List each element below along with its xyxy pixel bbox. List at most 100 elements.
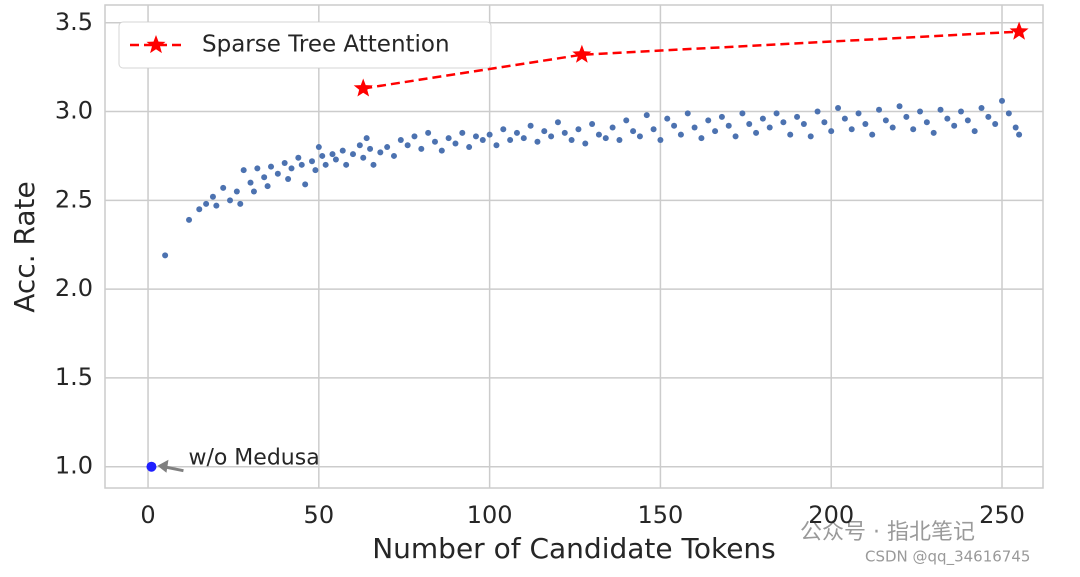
scatter-point [958, 108, 965, 115]
scatter-point [466, 144, 473, 151]
scatter-point [186, 216, 193, 223]
scatter-point [332, 156, 339, 163]
scatter-point [254, 165, 261, 172]
scatter-point [367, 145, 374, 152]
scatter-point [527, 122, 534, 129]
scatter-point [930, 129, 937, 136]
scatter-point [814, 108, 821, 115]
x-tick-label: 200 [808, 501, 854, 529]
scatter-point [472, 133, 479, 140]
scatter-point [684, 110, 691, 117]
scatter-point [438, 147, 445, 154]
scatter-point [876, 106, 883, 113]
scatter-point [595, 131, 602, 138]
scatter-point [650, 126, 657, 133]
scatter-point [903, 113, 910, 120]
scatter-point [377, 149, 384, 156]
x-tick-label: 0 [140, 501, 155, 529]
scatter-point [835, 104, 842, 111]
scatter-point [753, 129, 760, 136]
scatter-point [677, 131, 684, 138]
scatter-point [951, 122, 958, 129]
scatter-point [800, 120, 807, 127]
scatter-point [917, 108, 924, 115]
scatter-point [268, 163, 275, 170]
scatter-point [309, 158, 316, 165]
legend-marker [146, 35, 166, 54]
scatter-point [295, 154, 302, 161]
scatter-point [220, 184, 227, 191]
scatter-point [1012, 124, 1019, 131]
scatter-point [1005, 110, 1012, 117]
scatter-point [821, 119, 828, 126]
scatter-point [548, 133, 555, 140]
scatter-point [1016, 131, 1023, 138]
scatter-point [507, 136, 514, 143]
scatter-point [794, 113, 801, 120]
scatter-point [493, 142, 500, 149]
scatter-point [513, 129, 520, 136]
scatter-point [534, 138, 541, 145]
x-axis-label: Number of Candidate Tokens [372, 532, 776, 565]
plot-frame [104, 4, 1044, 489]
scatter-point [213, 202, 220, 209]
scatter-point [602, 135, 609, 142]
scatter-point [657, 136, 664, 143]
scatter-point [575, 126, 582, 133]
annotation-arrowhead [157, 459, 169, 473]
scatter-point [780, 119, 787, 126]
scatter-point [732, 133, 739, 140]
scatter-point [971, 128, 978, 135]
annotation-text: w/o Medusa [188, 446, 319, 471]
y-tick-label: 3.5 [55, 8, 93, 36]
scatter-point [261, 174, 268, 181]
scatter-point [384, 144, 391, 151]
watermark: CSDN @qq_34616745 [865, 548, 1030, 567]
scatter-point [698, 135, 705, 142]
scatter-point [247, 179, 254, 186]
scatter-point [944, 115, 951, 122]
scatter-point [725, 122, 732, 129]
scatter-point [237, 200, 244, 207]
scatter-point [520, 135, 527, 142]
scatter-point [739, 110, 746, 117]
y-tick-label: 1.0 [55, 452, 93, 480]
scatter-point [609, 124, 616, 131]
scatter-point [302, 181, 309, 188]
annotation-point [146, 461, 157, 472]
scatter-point [298, 161, 305, 168]
scatter-point [312, 167, 319, 174]
scatter-point [315, 144, 322, 151]
scatter-point [250, 188, 257, 195]
scatter-point [390, 152, 397, 159]
scatter-point [623, 117, 630, 124]
scatter-point [848, 126, 855, 133]
scatter-point [705, 117, 712, 124]
scatter-point [691, 124, 698, 131]
scatter-point [240, 167, 247, 174]
scatter-point [923, 119, 930, 126]
scatter-point [889, 124, 896, 131]
scatter-point [418, 145, 425, 152]
scatter-point [807, 133, 814, 140]
scatter-point [360, 154, 367, 161]
scatter-point [855, 110, 862, 117]
legend-box [118, 21, 492, 69]
scatter-point [397, 136, 404, 143]
scatter-point [862, 120, 869, 127]
watermark: 公众号 · 指北笔记 [800, 520, 975, 545]
scatter-point [828, 128, 835, 135]
scatter-point [288, 165, 295, 172]
scatter-point [227, 197, 234, 204]
scatter-point [554, 119, 561, 126]
scatter-point [322, 161, 329, 168]
scatter-point [329, 151, 336, 158]
scatter-point [636, 133, 643, 140]
scatter-point [479, 136, 486, 143]
scatter-point [964, 117, 971, 124]
scatter-point [582, 140, 589, 147]
scatter-point [589, 120, 596, 127]
scatter-point [541, 128, 548, 135]
scatter-point [425, 129, 432, 136]
scatter-point [978, 104, 985, 111]
